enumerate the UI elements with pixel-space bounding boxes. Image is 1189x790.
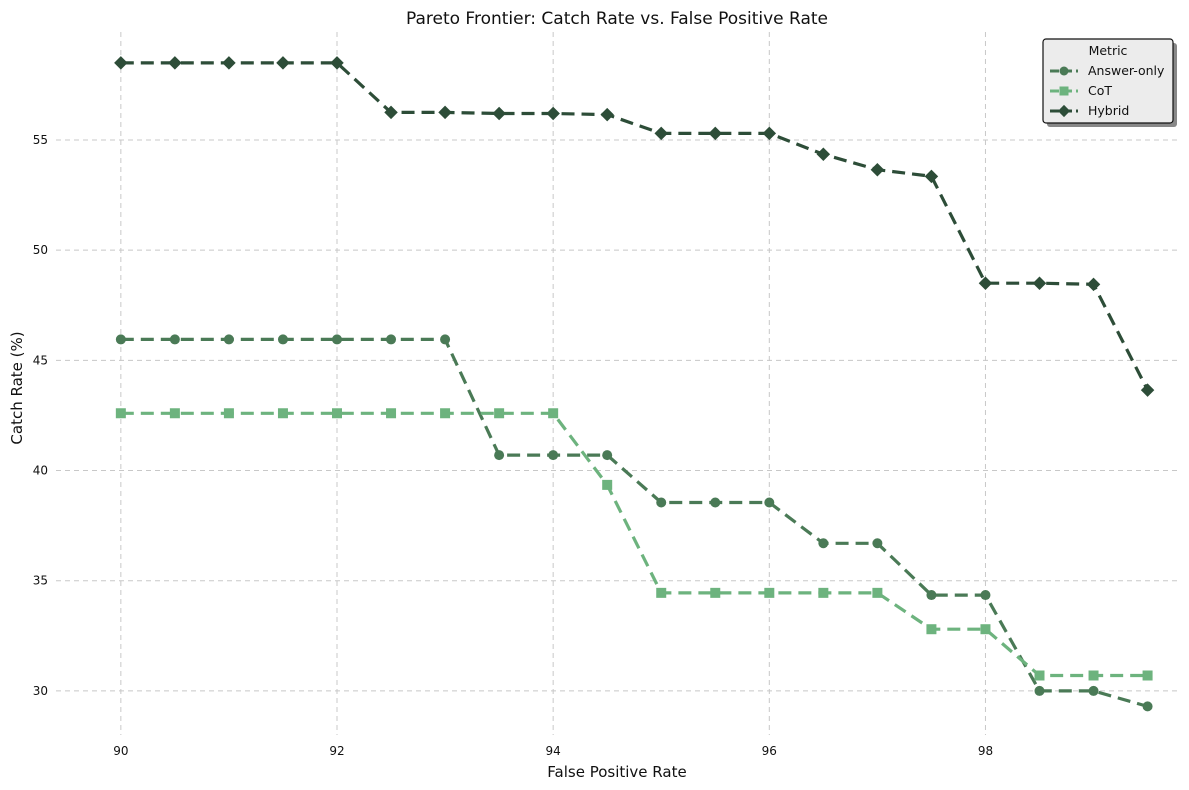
data-point xyxy=(1086,277,1101,292)
data-point xyxy=(978,276,993,290)
x-tick-label: 96 xyxy=(762,744,777,758)
data-point xyxy=(656,497,667,508)
data-point xyxy=(332,408,342,419)
y-tick-label: 45 xyxy=(33,353,48,367)
data-point xyxy=(440,408,451,419)
data-point xyxy=(277,408,288,419)
y-tick-label: 30 xyxy=(33,684,48,698)
data-point xyxy=(818,538,829,549)
legend-label: Hybrid xyxy=(1088,103,1129,118)
legend-marker xyxy=(1057,104,1071,118)
data-point xyxy=(168,56,182,70)
y-tick-label: 40 xyxy=(33,464,48,478)
chart-title: Pareto Frontier: Catch Rate vs. False Po… xyxy=(406,9,828,29)
data-point xyxy=(276,56,290,70)
data-point xyxy=(926,590,937,601)
data-point xyxy=(764,497,775,508)
data-point xyxy=(980,590,991,601)
x-tick-label: 98 xyxy=(978,744,993,758)
y-tick-label: 50 xyxy=(33,243,48,257)
data-point xyxy=(223,334,234,345)
data-point xyxy=(546,106,560,121)
data-point xyxy=(492,106,506,121)
data-point xyxy=(710,587,721,598)
legend: Metric Answer-only CoT Hybrid xyxy=(1042,38,1177,127)
data-point xyxy=(870,162,885,177)
data-point xyxy=(1034,670,1045,681)
data-point xyxy=(1088,685,1099,696)
series-line xyxy=(120,61,1150,391)
series-cot xyxy=(115,408,1153,681)
legend-entry: CoT xyxy=(1050,83,1112,98)
data-point xyxy=(438,105,452,120)
data-point xyxy=(818,587,829,598)
legend-entries: Answer-only CoT Hybrid xyxy=(1050,63,1165,118)
y-tick-label: 35 xyxy=(33,574,48,588)
data-point xyxy=(1032,276,1047,290)
x-tick-label: 90 xyxy=(113,744,128,758)
data-point xyxy=(440,334,451,345)
legend-marker xyxy=(1059,86,1069,96)
data-point xyxy=(710,497,721,508)
data-point xyxy=(926,624,937,635)
data-point xyxy=(654,126,668,141)
data-point xyxy=(656,587,667,598)
ticks: 90 92 94 96 98 30 35 40 45 50 55 xyxy=(33,133,993,758)
data-point xyxy=(494,408,505,419)
data-point xyxy=(115,408,126,419)
data-point xyxy=(708,126,723,141)
x-tick-label: 92 xyxy=(329,744,344,758)
data-point xyxy=(384,105,398,120)
data-point xyxy=(1140,383,1155,397)
data-point xyxy=(114,56,128,70)
data-point xyxy=(762,126,777,141)
data-point xyxy=(548,450,559,461)
legend-label: Answer-only xyxy=(1088,63,1165,78)
data-point xyxy=(277,334,288,345)
data-point xyxy=(494,450,505,461)
data-point xyxy=(980,624,991,635)
legend-entry: Hybrid xyxy=(1050,103,1129,118)
data-point xyxy=(600,107,614,122)
data-point xyxy=(115,334,126,345)
data-point xyxy=(1142,670,1153,681)
data-point xyxy=(548,408,559,419)
y-tick-label: 55 xyxy=(33,133,48,147)
data-point xyxy=(602,479,613,490)
data-point xyxy=(872,587,883,598)
data-point xyxy=(924,169,939,184)
x-axis-label: False Positive Rate xyxy=(547,763,686,781)
legend-title: Metric xyxy=(1089,43,1128,58)
grid xyxy=(56,32,1180,735)
series-answer-only xyxy=(115,334,1153,712)
x-tick-label: 94 xyxy=(546,744,561,758)
legend-marker xyxy=(1059,66,1069,76)
data-point xyxy=(332,334,342,345)
data-point xyxy=(1142,701,1153,712)
series-hybrid xyxy=(114,56,1155,397)
legend-entry: Answer-only xyxy=(1050,63,1165,78)
y-axis-label: Catch Rate (%) xyxy=(8,331,26,444)
data-point xyxy=(764,587,775,598)
data-point xyxy=(872,538,883,549)
series-line xyxy=(120,411,1148,678)
data-point xyxy=(169,334,180,345)
data-point xyxy=(1034,685,1045,696)
series-layer xyxy=(114,56,1155,712)
series-line xyxy=(120,337,1149,708)
data-point xyxy=(222,56,236,70)
data-point xyxy=(1088,670,1099,681)
data-point xyxy=(386,334,397,345)
data-point xyxy=(602,450,613,461)
data-point xyxy=(816,147,831,162)
data-point xyxy=(330,56,344,70)
data-point xyxy=(386,408,397,419)
legend-label: CoT xyxy=(1088,83,1112,98)
data-point xyxy=(169,408,180,419)
data-point xyxy=(223,408,234,419)
legend-box xyxy=(1042,38,1174,124)
